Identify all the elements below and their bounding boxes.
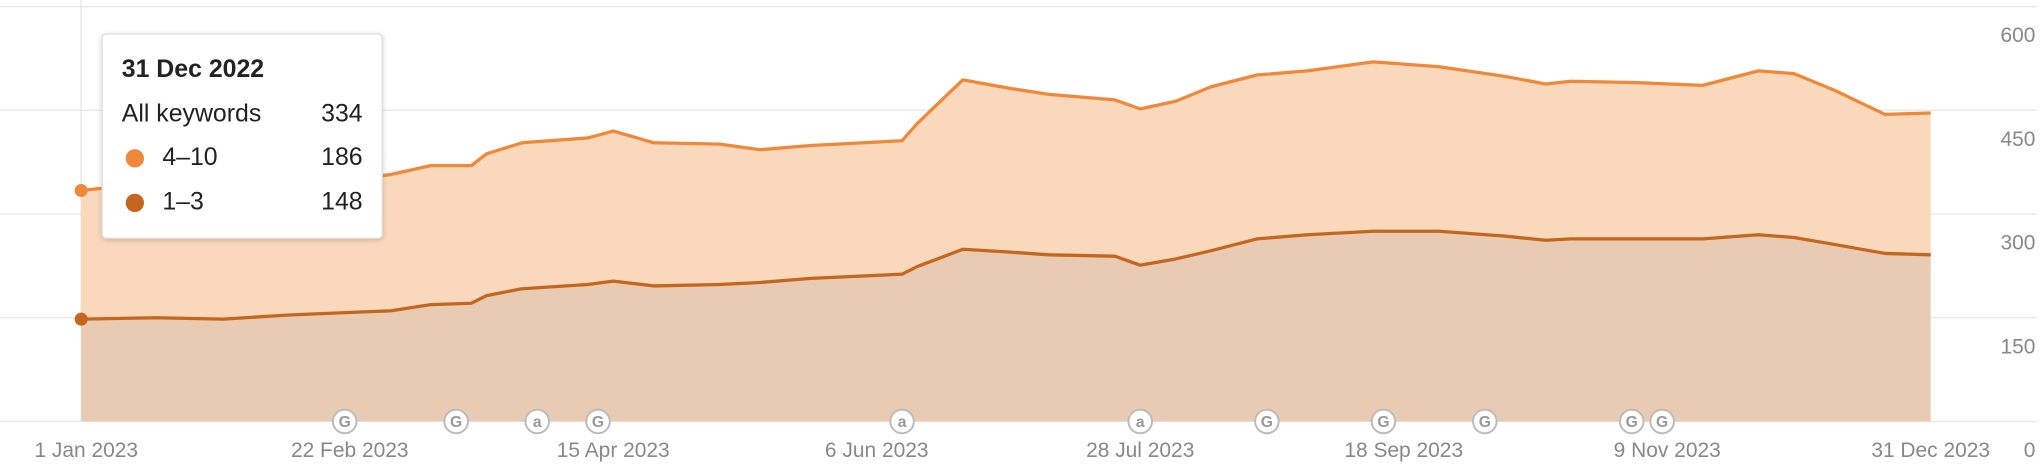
annotation-label: a — [1136, 414, 1145, 431]
annotation-label: G — [592, 414, 604, 431]
area — [81, 61, 1931, 320]
annotation-label: G — [1261, 414, 1273, 431]
tooltip-title: 31 Dec 2022 — [122, 55, 264, 83]
annotation: a — [524, 408, 550, 435]
annotation: G — [1618, 408, 1645, 435]
x-tick-label: 22 Feb 2023 — [291, 439, 409, 462]
annotation-label: a — [533, 414, 542, 431]
line — [81, 229, 1931, 321]
annotation: G — [1370, 408, 1397, 435]
x-tick-label: 31 Dec 2023 — [1871, 439, 1990, 462]
tooltip-box — [101, 33, 383, 239]
point — [74, 312, 88, 326]
annotation: a — [1127, 408, 1153, 435]
x-tick-label: 9 Nov 2023 — [1614, 439, 1721, 462]
tooltip-total: 334 — [321, 100, 363, 128]
x-tick-label: 1 Jan 2023 — [34, 439, 138, 462]
legend-dot — [125, 149, 145, 168]
annotation: G — [1254, 408, 1280, 435]
x-tick-label: 6 Jun 2023 — [825, 439, 929, 462]
y-tick-label: 150 — [2000, 335, 2035, 358]
legend-label: 1–3 — [162, 187, 203, 215]
annotation: G — [585, 408, 611, 435]
y-tick-label: 300 — [2000, 232, 2035, 255]
annotation-icon — [443, 408, 469, 435]
annotation-icon — [331, 408, 358, 435]
annotation-icon — [1618, 408, 1645, 435]
annotation-icon — [1649, 408, 1675, 435]
annotation-label: G — [450, 414, 462, 431]
annotation-label: G — [339, 414, 351, 431]
annotation-icon — [1370, 408, 1397, 435]
annotation: G — [1649, 408, 1675, 435]
tooltip-value: 148 — [321, 187, 362, 215]
annotation-label: G — [1626, 414, 1638, 431]
annotation-icon — [1254, 408, 1280, 435]
y-tick-label: 0 — [2024, 439, 2036, 462]
annotation-label: G — [1479, 414, 1491, 431]
annotation: a — [889, 408, 915, 435]
annotation-icon — [889, 408, 915, 435]
y-tick-label: 450 — [2000, 128, 2035, 151]
plot: 0 150 300 450 600 1 Jan 2023 22 Feb 2023 15 Apr… — [0, 0, 2037, 462]
legend-label: 4–10 — [162, 143, 217, 171]
line — [81, 60, 1931, 193]
annotation: G — [443, 408, 469, 435]
tooltip: 31 Dec 2022 All keywords 334 4–10 186 1–… — [101, 33, 383, 239]
x-tick-label: 28 Jul 2023 — [1086, 439, 1194, 462]
annotation-icon — [524, 408, 550, 435]
tooltip-total-label: All keywords — [122, 100, 262, 128]
tooltip-value: 186 — [321, 143, 362, 171]
x-tick-label: 18 Sep 2023 — [1344, 439, 1463, 462]
annotation-icon — [1472, 408, 1498, 435]
point — [74, 183, 88, 198]
annotation-label: G — [1377, 414, 1389, 431]
area — [81, 231, 1931, 422]
annotation-label: G — [1656, 414, 1668, 431]
legend-dot — [125, 193, 145, 213]
annotation-icon — [1127, 408, 1153, 435]
y-tick-label: 600 — [2000, 24, 2035, 47]
annotation-label: a — [898, 414, 907, 431]
annotation-icon — [585, 408, 611, 435]
annotation: G — [331, 408, 358, 435]
x-tick-label: 15 Apr 2023 — [557, 439, 670, 462]
annotation: G — [1472, 408, 1498, 435]
